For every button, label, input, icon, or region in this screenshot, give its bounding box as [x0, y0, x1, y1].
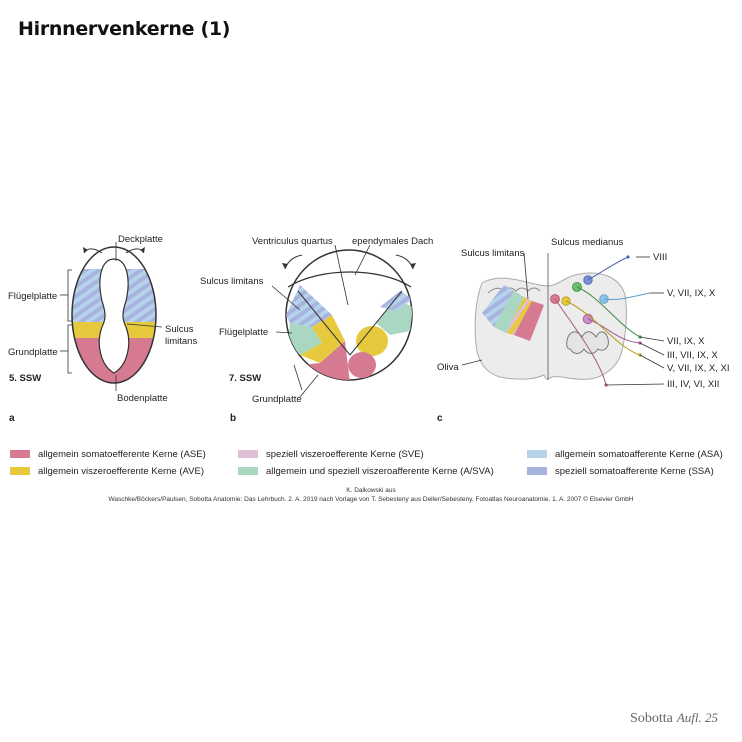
label-sulcus-limitans-b: Sulcus limitans	[200, 276, 264, 287]
legend-item-ase: allgemein somatoefferente Kerne (ASE)	[10, 447, 206, 461]
color-legend: allgemein somatoefferente Kerne (ASE) sp…	[10, 447, 735, 481]
panel-b-asva-right	[376, 299, 412, 335]
panel-c-ssa-column	[482, 285, 514, 327]
legend-label-ave: allgemein viszeroefferente Kerne (AVE)	[38, 465, 204, 477]
panel-b-asva-left	[288, 323, 322, 355]
legend-swatch-sve	[238, 450, 258, 458]
legend-label-ase: allgemein somatoefferente Kerne (ASE)	[38, 448, 206, 460]
panel-c-ase-column	[514, 301, 544, 341]
label-deckplatte: Deckplatte	[118, 234, 163, 245]
legend-item-ave: allgemein viszeroefferente Kerne (AVE)	[10, 464, 204, 478]
credit-line-1: K. Dalkowski aus	[346, 487, 396, 494]
legend-label-ssa: speziell somatoafferente Kerne (SSA)	[555, 465, 714, 477]
credit-line-2: Waschke/Böckers/Paulsen, Sobotta Anatomi…	[108, 496, 634, 503]
label-sulcus-limitans-c: Sulcus limitans	[461, 248, 525, 259]
panel-b-ssa-right	[380, 291, 412, 311]
legend-label-asa: allgemein somatoafferente Kerne (ASA)	[555, 448, 723, 460]
nerve-label-4: III, VII, IX, X	[667, 350, 718, 361]
stage-label-b: 7. SSW	[229, 373, 261, 384]
legend-swatch-asva	[238, 467, 258, 475]
label-grundplatte-a: Grundplatte	[8, 347, 58, 358]
legend-item-ssa: speziell somatoafferente Kerne (SSA)	[527, 464, 714, 478]
panel-a: Deckplatte Flügelplatte Sulcus limitans …	[8, 234, 197, 424]
legend-swatch-ssa	[527, 467, 547, 475]
page-title: Hirnnervenkerne (1)	[18, 18, 231, 40]
legend-label-asva: allgemein und speziell viszeroafferente …	[266, 465, 494, 477]
panel-c: Sulcus limitans Sulcus medianus Oliva VI…	[437, 237, 729, 424]
panel-b-ssa-left	[286, 285, 332, 327]
panel-letter-a: a	[9, 413, 15, 424]
label-oliva: Oliva	[437, 362, 459, 373]
neural-tube-figure: Deckplatte Flügelplatte Sulcus limitans …	[8, 234, 729, 424]
legend-label-sve: speziell viszeroefferente Kerne (SVE)	[266, 448, 424, 460]
label-bodenplatte: Bodenplatte	[117, 393, 168, 404]
legend-swatch-asa	[527, 450, 547, 458]
label-ependymales-dach: ependymales Dach	[352, 236, 433, 247]
legend-item-asa: allgemein somatoafferente Kerne (ASA)	[527, 447, 723, 461]
label-ventriculus-quartus: Ventriculus quartus	[252, 236, 333, 247]
panel-letter-b: b	[230, 413, 236, 424]
label-grundplatte-b: Grundplatte	[252, 394, 302, 405]
label-sulcus-medianus: Sulcus medianus	[551, 237, 624, 248]
stage-label-a: 5. SSW	[9, 373, 41, 384]
panel-b-ave-left	[300, 315, 345, 363]
panel-letter-c: c	[437, 413, 443, 424]
nerve-label-6: III, IV, VI, XII	[667, 379, 719, 390]
ependymal-roof	[287, 271, 412, 288]
legend-item-sve: speziell viszeroefferente Kerne (SVE)	[238, 447, 424, 461]
nerve-label-5: V, VII, IX, X, XI	[667, 363, 729, 374]
legend-swatch-ave	[10, 467, 30, 475]
panel-b-ase-right	[348, 352, 376, 378]
central-canal	[98, 258, 130, 374]
label-fluegelplatte-b: Flügelplatte	[219, 327, 268, 338]
label-limitans-a: limitans	[165, 336, 197, 347]
panel-b: Ventriculus quartus ependymales Dach Sul…	[200, 236, 433, 424]
nerve-label-2: V, VII, IX, X	[667, 288, 716, 299]
panel-b-ave-right	[356, 326, 388, 356]
panel-c-asva-column	[494, 291, 524, 333]
nerve-label-1: VIII	[653, 252, 667, 263]
legend-item-asva: allgemein und speziell viszeroafferente …	[238, 464, 494, 478]
label-sulcus-a: Sulcus	[165, 324, 194, 335]
legend-swatch-ase	[10, 450, 30, 458]
brand-name: Sobotta	[630, 711, 673, 726]
olive-nucleus	[566, 331, 609, 354]
panel-c-ave-sve-column	[506, 297, 532, 335]
label-fluegelplatte-a: Flügelplatte	[8, 291, 57, 302]
nerve-label-3: VII, IX, X	[667, 336, 705, 347]
footer-brand: Sobotta Aufl. 25	[630, 710, 718, 727]
edition-label: Aufl. 25	[676, 710, 718, 725]
